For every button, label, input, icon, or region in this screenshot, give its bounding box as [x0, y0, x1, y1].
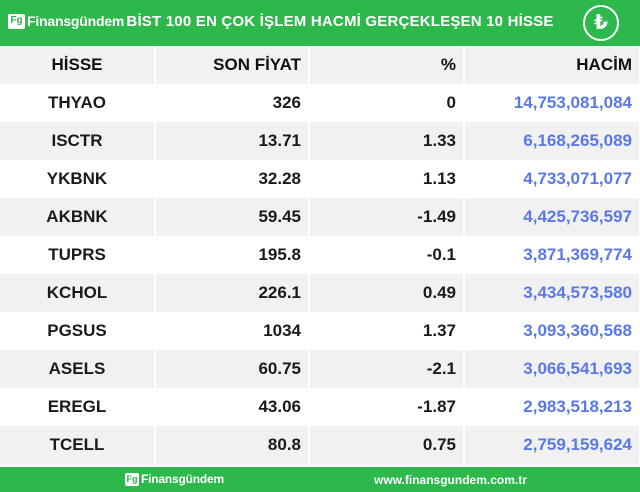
column-header-symbol: HİSSE — [0, 46, 156, 84]
cell-price: 1034 — [155, 312, 310, 350]
cell-change: -1.49 — [309, 198, 465, 236]
column-header-volume: HACİM — [464, 46, 640, 84]
table-row: ASELS 60.75 -2.1 3,066,541,693 — [0, 350, 640, 388]
table-row: PGSUS 1034 1.37 3,093,360,568 — [0, 312, 640, 350]
cell-change: 0.75 — [309, 426, 465, 464]
cell-price: 326 — [155, 84, 310, 122]
cell-price: 32.28 — [155, 160, 310, 198]
cell-volume: 14,753,081,084 — [464, 84, 640, 122]
cell-volume: 3,093,360,568 — [464, 312, 640, 350]
cell-symbol: ASELS — [0, 350, 156, 388]
table-header-row: HİSSE SON FİYAT % HACİM — [0, 46, 640, 84]
table-row: KCHOL 226.1 0.49 3,434,573,580 — [0, 274, 640, 312]
header-bar: Fg Finansgündem BİST 100 EN ÇOK İŞLEM HA… — [0, 0, 640, 46]
cell-change: -2.1 — [309, 350, 465, 388]
cell-symbol: KCHOL — [0, 274, 156, 312]
table-row: TUPRS 195.8 -0.1 3,871,369,774 — [0, 236, 640, 274]
footer-logo-text: Finansgündem — [141, 472, 224, 486]
table-row: TCELL 80.8 0.75 2,759,159,624 — [0, 426, 640, 464]
cell-price: 13.71 — [155, 122, 310, 160]
cell-change: 1.37 — [309, 312, 465, 350]
cell-volume: 2,983,518,213 — [464, 388, 640, 426]
website-link[interactable]: www.finansgundem.com.tr — [374, 473, 527, 487]
cell-symbol: YKBNK — [0, 160, 156, 198]
table-row: ISCTR 13.71 1.33 6,168,265,089 — [0, 122, 640, 160]
cell-volume: 4,425,736,597 — [464, 198, 640, 236]
cell-change: 0 — [309, 84, 465, 122]
cell-change: -0.1 — [309, 236, 465, 274]
footer-bar: Fg Finansgündem www.finansgundem.com.tr — [0, 467, 640, 492]
column-header-change: % — [309, 46, 465, 84]
table-row: AKBNK 59.45 -1.49 4,425,736,597 — [0, 198, 640, 236]
cell-change: 1.33 — [309, 122, 465, 160]
cell-volume: 4,733,071,077 — [464, 160, 640, 198]
cell-price: 60.75 — [155, 350, 310, 388]
logo-text: Finansgündem — [27, 13, 125, 29]
cell-symbol: TUPRS — [0, 236, 156, 274]
logo-mark-icon: Fg — [125, 472, 139, 486]
page-title: BİST 100 EN ÇOK İŞLEM HACMİ GERÇEKLEŞEN … — [126, 13, 554, 30]
table-row: YKBNK 32.28 1.13 4,733,071,077 — [0, 160, 640, 198]
cell-price: 59.45 — [155, 198, 310, 236]
turkish-lira-icon: ₺ — [583, 5, 619, 41]
cell-symbol: ISCTR — [0, 122, 156, 160]
logo-mark-icon: Fg — [8, 13, 25, 29]
cell-symbol: EREGL — [0, 388, 156, 426]
cell-volume: 3,871,369,774 — [464, 236, 640, 274]
footer-logo: Fg Finansgündem — [125, 472, 224, 486]
cell-price: 226.1 — [155, 274, 310, 312]
cell-symbol: AKBNK — [0, 198, 156, 236]
cell-change: 1.13 — [309, 160, 465, 198]
cell-symbol: THYAO — [0, 84, 156, 122]
cell-volume: 6,168,265,089 — [464, 122, 640, 160]
stocks-table: HİSSE SON FİYAT % HACİM THYAO 326 0 14,7… — [0, 46, 640, 464]
table-row: THYAO 326 0 14,753,081,084 — [0, 84, 640, 122]
cell-volume: 3,434,573,580 — [464, 274, 640, 312]
cell-price: 80.8 — [155, 426, 310, 464]
cell-volume: 2,759,159,624 — [464, 426, 640, 464]
cell-change: -1.87 — [309, 388, 465, 426]
column-header-price: SON FİYAT — [155, 46, 310, 84]
brand-logo: Fg Finansgündem — [8, 13, 124, 29]
cell-volume: 3,066,541,693 — [464, 350, 640, 388]
table-row: EREGL 43.06 -1.87 2,983,518,213 — [0, 388, 640, 426]
cell-change: 0.49 — [309, 274, 465, 312]
cell-price: 43.06 — [155, 388, 310, 426]
cell-symbol: PGSUS — [0, 312, 156, 350]
cell-price: 195.8 — [155, 236, 310, 274]
cell-symbol: TCELL — [0, 426, 156, 464]
